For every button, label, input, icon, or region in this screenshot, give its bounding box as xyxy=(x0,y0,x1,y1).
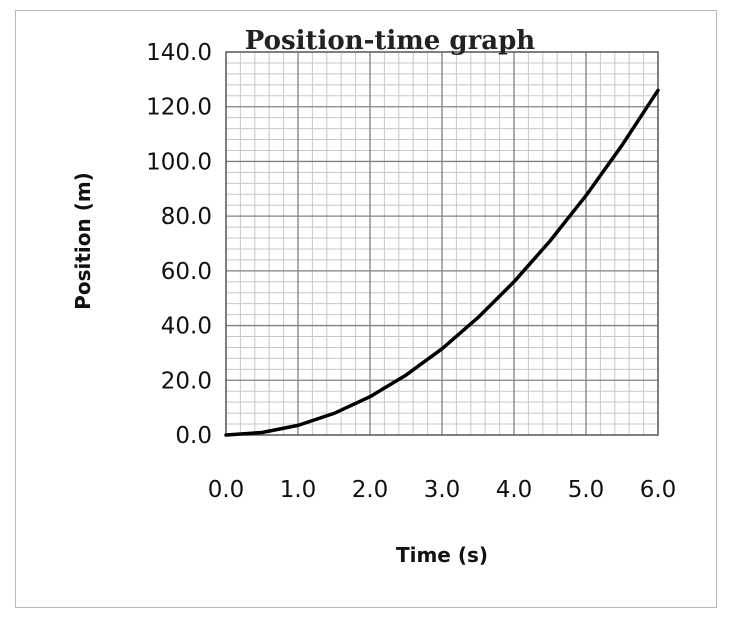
y-tick-label: 100.0 xyxy=(146,149,212,175)
x-tick-label: 5.0 xyxy=(568,477,605,503)
x-tick-label: 4.0 xyxy=(496,477,533,503)
chart-title: Position-time graph xyxy=(245,26,536,56)
major-grid xyxy=(226,52,658,435)
y-tick-label: 60.0 xyxy=(161,259,212,285)
y-tick-label: 20.0 xyxy=(161,368,212,394)
y-tick-label: 80.0 xyxy=(161,204,212,230)
series-line xyxy=(224,88,660,437)
x-tick-label: 6.0 xyxy=(640,477,677,503)
x-tick-labels: 0.0 1.0 2.0 3.0 4.0 5.0 6.0 xyxy=(208,477,677,503)
y-tick-label: 40.0 xyxy=(161,314,212,340)
x-tick-label: 1.0 xyxy=(280,477,317,503)
x-tick-label: 0.0 xyxy=(208,477,245,503)
y-tick-label: 140.0 xyxy=(146,40,212,66)
x-tick-label: 3.0 xyxy=(424,477,461,503)
y-tick-label: 0.0 xyxy=(175,423,212,449)
y-tick-labels: 0.0 20.0 40.0 60.0 80.0 100.0 120.0 140.0 xyxy=(146,40,212,449)
series-layer xyxy=(224,88,660,437)
x-axis-title: Time (s) xyxy=(396,543,488,567)
y-tick-label: 120.0 xyxy=(146,95,212,121)
x-tick-label: 2.0 xyxy=(352,477,389,503)
plot-area-border xyxy=(225,51,659,436)
y-axis-title: Position (m) xyxy=(71,172,95,310)
